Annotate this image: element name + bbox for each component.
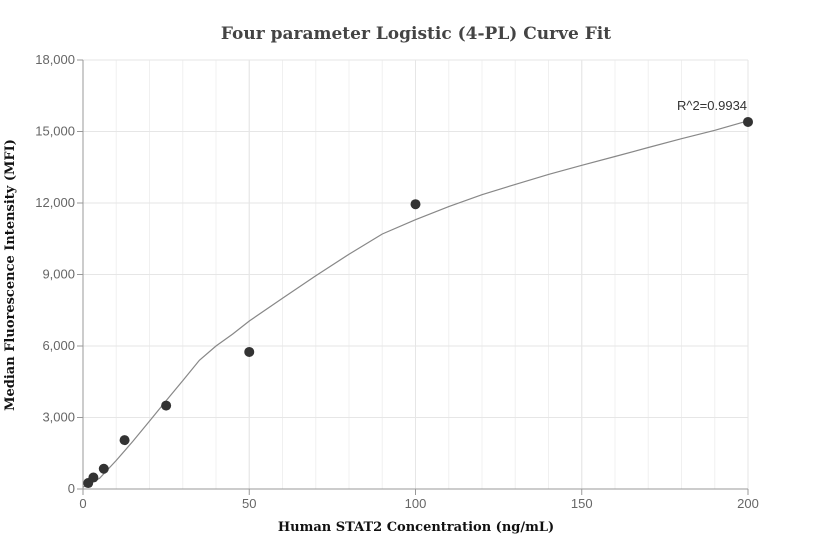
data-points [83,116,753,489]
y-tick-label: 15,000 [35,124,75,139]
y-tick-label: 12,000 [35,195,75,210]
x-tick-label: 150 [571,496,593,511]
y-tick-label: 9,000 [42,267,75,282]
x-tick-label: 0 [79,496,86,511]
data-point [88,472,99,483]
data-point [98,463,109,474]
fit-curve [82,120,749,488]
r-squared-annotation: R^2=0.9934 [677,98,747,113]
y-tick-label: 18,000 [35,52,75,67]
y-axis-title: Median Fluorescence Intensity (MFI) [3,139,18,411]
x-axis-ticks: 0 50 100 150 200 [79,489,759,511]
x-axis-title: Human STAT2 Concentration (ng/mL) [278,520,554,535]
y-tick-label: 6,000 [42,338,75,353]
y-tick-label: 3,000 [42,410,75,425]
data-point [244,346,255,357]
x-tick-label: 100 [405,496,427,511]
chart-title: Four parameter Logistic (4-PL) Curve Fit [221,24,611,44]
data-point [410,199,421,210]
y-axis-ticks: 0 3,000 6,000 9,000 12,000 15,000 18,000 [35,52,83,496]
data-point [161,400,172,411]
x-tick-label: 200 [737,496,759,511]
y-tick-label: 0 [68,481,75,496]
fit-curve-layer [82,120,749,488]
grid-lines [83,59,749,489]
x-tick-label: 50 [242,496,256,511]
data-point [119,435,130,446]
data-point [743,116,753,127]
